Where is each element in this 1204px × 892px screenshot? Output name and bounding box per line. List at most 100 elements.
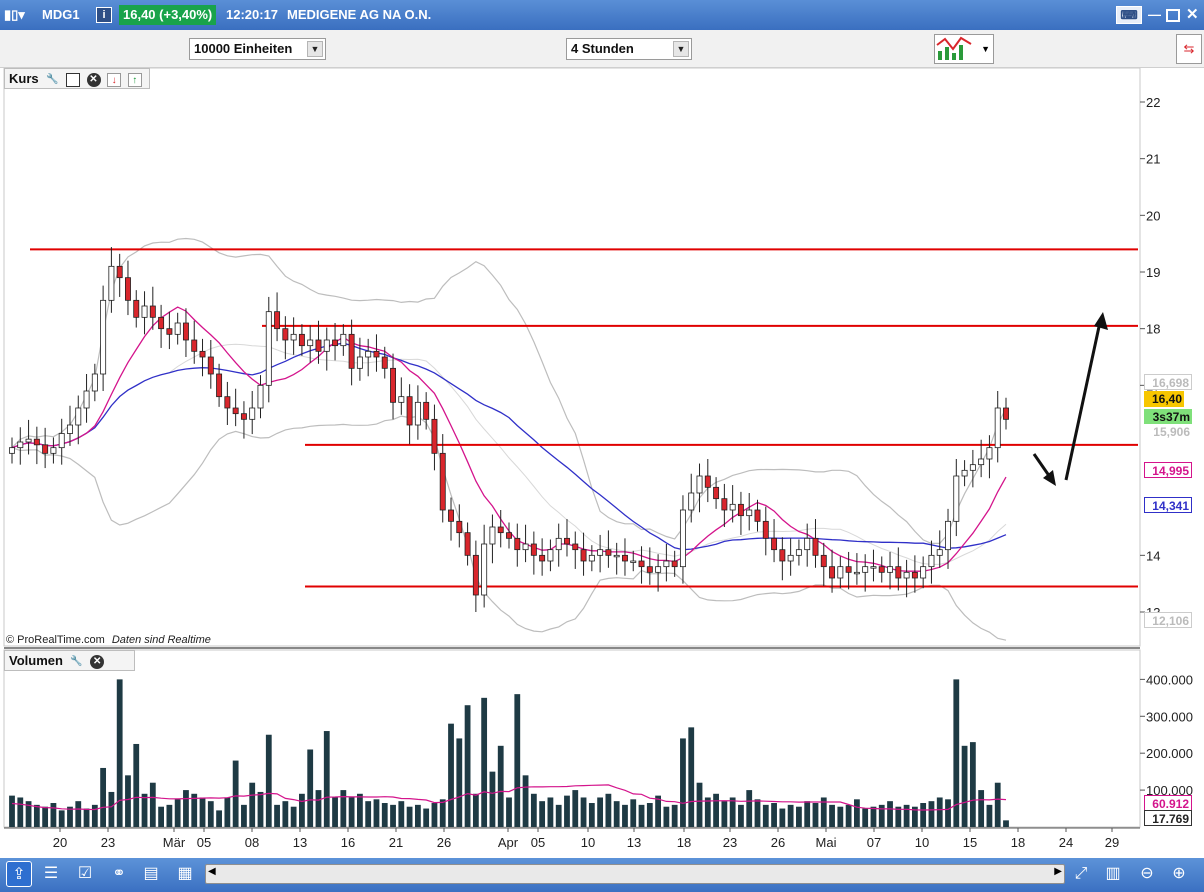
candle — [878, 556, 885, 583]
volume-bar — [804, 801, 811, 827]
indicators-button[interactable]: ▼ — [934, 34, 994, 64]
candle — [91, 363, 98, 402]
x-tick-label: 18 — [677, 835, 691, 850]
units-select[interactable]: 10000 Einheiten ▼ — [189, 38, 326, 60]
bb-upper-box: 16,698 — [1144, 374, 1192, 390]
candle — [787, 538, 794, 576]
candle-body — [961, 469, 968, 477]
candle — [994, 391, 1001, 463]
x-tick-label: 26 — [771, 835, 785, 850]
move-up-icon[interactable]: ↑ — [127, 72, 142, 87]
symbol-label[interactable]: MDG1 — [42, 7, 80, 22]
ma-pink-box: 14,995 — [1144, 462, 1192, 478]
volume-bar — [381, 803, 388, 827]
volume-bar — [299, 793, 305, 827]
move-down-icon[interactable]: ↓ — [107, 72, 122, 87]
volume-bar — [588, 803, 595, 827]
candle — [315, 320, 322, 364]
volume-bar — [241, 804, 247, 827]
document-icon[interactable]: ▤ — [143, 865, 159, 882]
candle-body — [936, 549, 943, 556]
candle-body — [124, 277, 131, 301]
list-icon[interactable]: ☰ — [43, 865, 59, 882]
volume-bar — [622, 804, 628, 827]
volume-bar — [290, 806, 297, 827]
volume-bar — [42, 806, 49, 827]
chevron-down-icon[interactable]: ▼ — [673, 41, 689, 57]
candle-body — [448, 509, 454, 522]
chart-area: 2221201918171413400.000300.000200.000100… — [0, 68, 1204, 858]
volume-bar — [199, 797, 206, 827]
candle — [33, 426, 40, 465]
volume-bar — [33, 804, 40, 827]
close-icon[interactable]: ✕ — [86, 72, 101, 87]
candle — [406, 384, 413, 445]
candle-body — [812, 537, 819, 556]
chart-style-icon[interactable]: ▥ — [1105, 865, 1121, 882]
volume-tick-label: 200.000 — [1146, 746, 1193, 761]
close-icon[interactable]: ✕ — [1186, 6, 1199, 23]
zoom-out-icon[interactable]: ⊖ — [1140, 865, 1154, 882]
auto-scale-icon[interactable]: ⤢ — [1074, 865, 1088, 882]
share-icon[interactable]: ⇪ — [6, 861, 32, 887]
link-icon[interactable]: ⚭ — [112, 865, 126, 882]
candle — [332, 323, 339, 361]
volume-bar — [423, 808, 430, 827]
info-icon[interactable]: i — [96, 7, 112, 23]
keyboard-icon[interactable]: ⌨ — [1116, 6, 1142, 24]
candle-body — [489, 526, 496, 545]
checklist-icon[interactable]: ☑ — [77, 865, 93, 882]
volume-bar — [340, 790, 347, 827]
volume-bar — [332, 797, 338, 827]
candle-body — [332, 339, 339, 347]
candle — [506, 522, 512, 549]
maximize-icon[interactable] — [1166, 9, 1180, 22]
candle-body — [696, 475, 703, 494]
candle-body — [257, 384, 264, 409]
zoom-in-icon[interactable]: ⊕ — [1172, 865, 1186, 882]
bollinger-upper-line — [11, 237, 1007, 544]
candle — [166, 311, 173, 350]
candle — [83, 374, 90, 423]
interval-select[interactable]: 4 Stunden ▼ — [566, 38, 692, 60]
volume-bar — [961, 745, 968, 827]
candle — [845, 551, 852, 590]
volume-bar — [315, 790, 322, 827]
volume-bar — [472, 793, 479, 827]
candle — [50, 437, 57, 464]
candle — [812, 519, 819, 568]
wrench-icon[interactable]: 🔧 — [70, 655, 83, 667]
candle — [448, 497, 454, 541]
close-icon[interactable]: ✕ — [90, 654, 105, 669]
price-panel-header: Kurs 🔧 ✕ ↓ ↑ — [4, 68, 150, 89]
volume-bar — [895, 806, 902, 827]
scroll-right-icon[interactable]: ▶ — [1054, 866, 1062, 877]
volume-bar — [357, 793, 363, 827]
candle — [572, 531, 579, 569]
candle-body — [630, 560, 637, 563]
chart-svg[interactable]: 2221201918171413400.000300.000200.000100… — [0, 68, 1204, 858]
x-tick-label: 18 — [1011, 835, 1025, 850]
grid-icon[interactable]: ▦ — [177, 865, 193, 882]
candle — [746, 493, 753, 531]
volume-bar — [481, 697, 488, 827]
chart-type-icon[interactable]: ▮▯▾ — [4, 7, 25, 22]
side-panel-toggle-icon[interactable]: ⇆ — [1176, 34, 1202, 64]
candle-body — [638, 560, 645, 568]
window-icon[interactable] — [65, 72, 80, 87]
minimize-icon[interactable]: — — [1148, 7, 1161, 22]
volume-bar — [721, 801, 728, 827]
x-tick-label: 16 — [341, 835, 355, 850]
scroll-left-icon[interactable]: ◀ — [208, 866, 216, 877]
horizontal-scrollbar[interactable]: ◀ ▶ — [205, 864, 1065, 884]
candle-body — [928, 554, 935, 568]
chevron-down-icon[interactable]: ▼ — [307, 41, 323, 57]
chevron-down-icon[interactable]: ▼ — [981, 44, 990, 54]
candle — [862, 554, 869, 592]
instrument-name: MEDIGENE AG NA O.N. — [287, 7, 432, 22]
candle-body — [539, 554, 546, 562]
candle — [688, 473, 695, 523]
wrench-icon[interactable]: 🔧 — [46, 73, 59, 85]
volume-bar — [837, 806, 844, 827]
copyright-text: © ProRealTime.com — [6, 634, 105, 646]
